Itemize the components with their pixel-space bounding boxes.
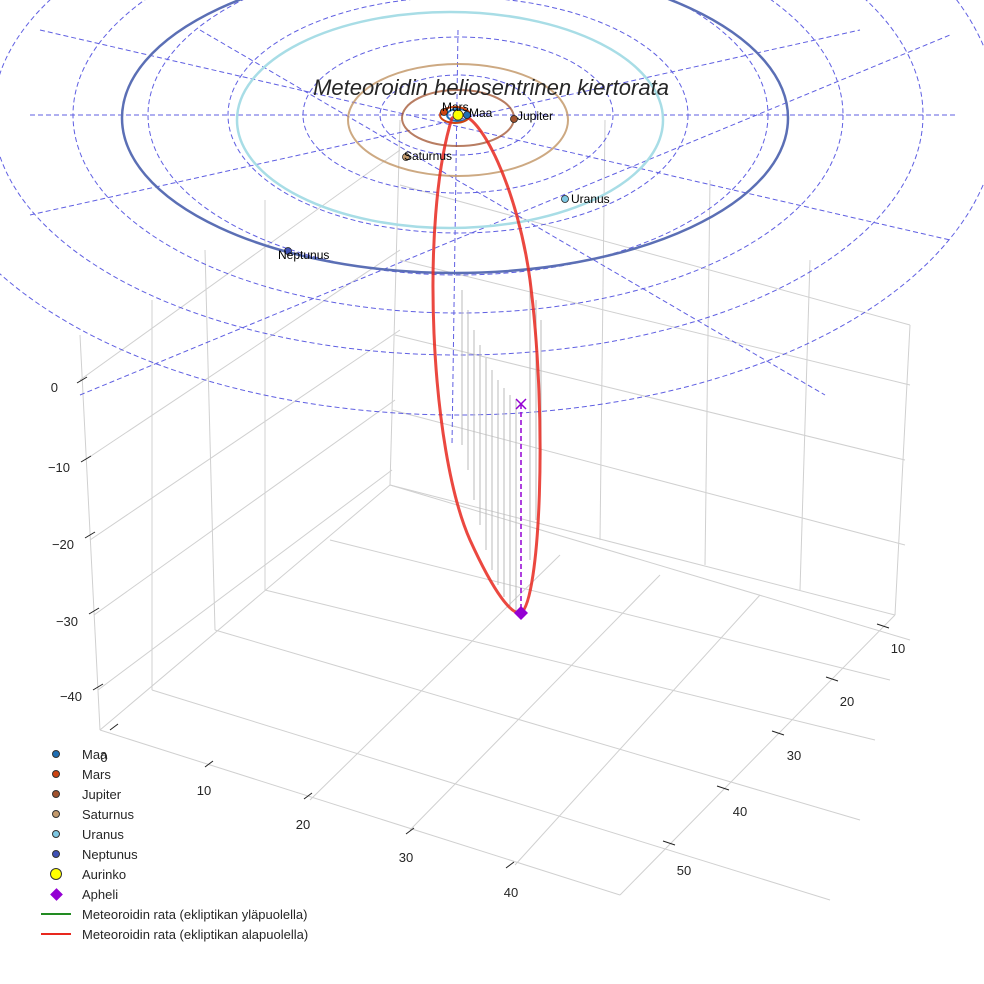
label-uranus: Uranus (571, 192, 610, 206)
y-tick-3: 40 (733, 804, 747, 819)
orbit-uranus (235, 10, 665, 230)
planet-mars (440, 108, 448, 116)
legend-item-saturnus: Saturnus (34, 804, 308, 824)
legend-label: Mars (82, 766, 111, 782)
label-neptunus: Neptunus (278, 248, 329, 262)
dot-icon (52, 810, 60, 818)
y-tick-4: 50 (677, 863, 691, 878)
x-tick-2: 20 (296, 817, 310, 832)
legend-item-maa: Maa (34, 744, 308, 764)
z-axis (76, 376, 104, 691)
legend-label: Aurinko (82, 866, 127, 882)
legend-label: Meteoroidin rata (ekliptikan yläpuolella… (82, 906, 308, 922)
line-icon (41, 913, 71, 915)
orbit-neptunus (120, 0, 790, 275)
legend-label: Apheli (82, 886, 119, 902)
axes-grid (79, 119, 911, 901)
y-axis (662, 623, 890, 846)
y-tick-0: 10 (891, 641, 905, 656)
planet-maa (463, 111, 471, 119)
dot-icon (52, 790, 60, 798)
label-maa: Maa (469, 106, 493, 120)
legend-label: Neptunus (82, 846, 138, 862)
legend-label: Meteoroidin rata (ekliptikan alapuolella… (82, 926, 309, 942)
label-saturnus: Saturnus (404, 149, 452, 163)
x-axis (109, 723, 515, 869)
legend-item-aurinko: Aurinko (34, 864, 308, 884)
z-tick-1: −10 (48, 460, 70, 475)
planet-neptunus (284, 247, 292, 255)
y-tick-2: 30 (787, 748, 801, 763)
dot-icon (52, 770, 60, 778)
z-tick-0: 0 (51, 380, 58, 395)
z-tick-2: −20 (52, 537, 74, 552)
dot-icon (52, 850, 60, 858)
line-icon (41, 933, 71, 935)
legend-item-apheli: Apheli (34, 884, 308, 904)
legend-item-uranus: Uranus (34, 824, 308, 844)
x-tick-3: 30 (399, 850, 413, 865)
legend-label: Maa (82, 746, 108, 762)
planet-uranus (561, 195, 569, 203)
legend-item-orbit-above: Meteoroidin rata (ekliptikan yläpuolella… (34, 904, 308, 924)
x-tick-1: 10 (197, 783, 211, 798)
z-tick-4: −40 (60, 689, 82, 704)
diamond-icon (49, 887, 63, 901)
orbit-saturnus (347, 63, 569, 177)
legend-label: Uranus (82, 826, 124, 842)
planet-orbits (120, 0, 790, 275)
planets (284, 108, 569, 255)
z-tick-3: −30 (56, 614, 78, 629)
legend-label: Saturnus (82, 806, 135, 822)
y-tick-1: 20 (840, 694, 854, 709)
label-jupiter: Jupiter (517, 109, 553, 123)
legend-item-mars: Mars (34, 764, 308, 784)
planet-saturnus (402, 153, 410, 161)
dot-icon (52, 750, 60, 758)
legend: Maa Mars Jupiter Saturnus Uranus Neptunu… (34, 744, 308, 944)
legend-label: Jupiter (82, 786, 122, 802)
legend-item-orbit-below: Meteoroidin rata (ekliptikan alapuolella… (34, 924, 308, 944)
aphelion-marker (514, 606, 528, 620)
legend-item-neptunus: Neptunus (34, 844, 308, 864)
x-tick-4: 40 (504, 885, 518, 900)
sun-marker (452, 109, 464, 121)
x-tick-0: 0 (100, 750, 107, 765)
label-mars: Mars (442, 100, 469, 114)
planet-jupiter (510, 115, 518, 123)
sun-icon (50, 868, 62, 880)
ecliptic-grid (0, 0, 984, 446)
meteoroid-orbit-below (431, 113, 542, 615)
chart-title: Meteoroidin heliosentrinen kiertorata (313, 75, 669, 100)
aphelion-projection-marker (515, 398, 527, 410)
dot-icon (52, 830, 60, 838)
legend-item-jupiter: Jupiter (34, 784, 308, 804)
